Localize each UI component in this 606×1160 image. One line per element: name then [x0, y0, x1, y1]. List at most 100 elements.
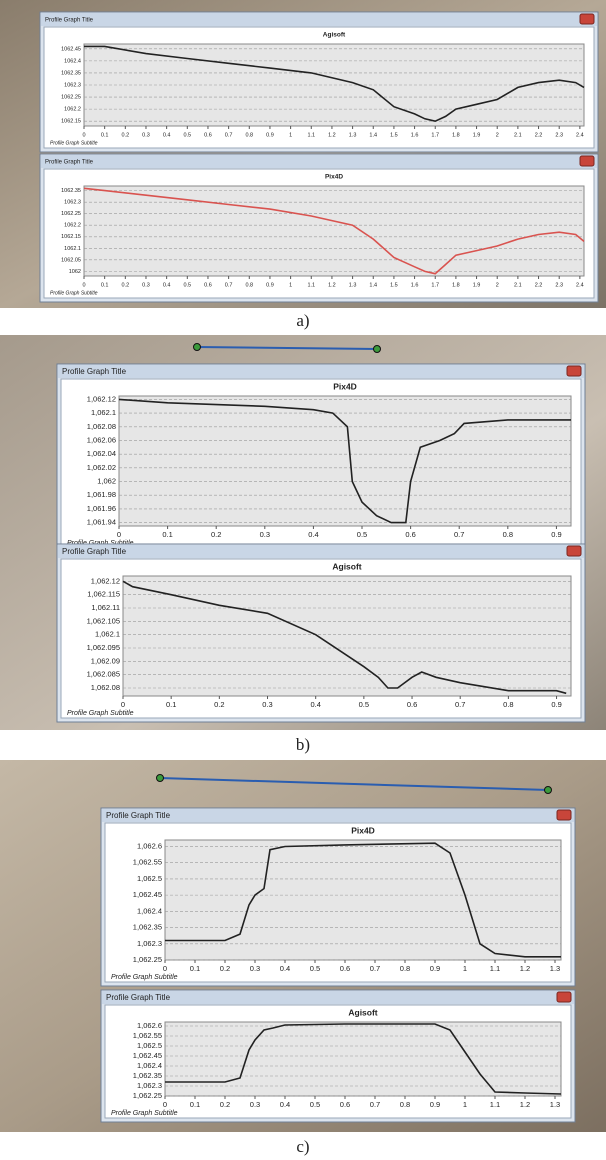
window-title: Profile Graph Title: [62, 367, 127, 376]
x-tick-label: 0.5: [310, 1100, 320, 1109]
close-button[interactable]: [557, 992, 571, 1002]
x-tick-label: 2.2: [535, 282, 543, 288]
y-tick-label: 1,062.105: [87, 616, 120, 625]
y-tick-label: 1062.25: [61, 211, 81, 217]
x-tick-label: 1.3: [550, 964, 560, 973]
x-tick-label: 1.6: [411, 132, 419, 138]
y-tick-label: 1,062.4: [137, 906, 162, 915]
x-tick-label: 0.1: [162, 530, 172, 539]
window-titlebar: [41, 155, 597, 168]
x-tick-label: 2: [496, 132, 499, 138]
x-tick-label: 0.9: [551, 700, 561, 709]
x-tick-label: 1.4: [369, 282, 377, 288]
x-tick-label: 0.6: [204, 282, 212, 288]
x-tick-label: 1.8: [452, 132, 460, 138]
y-tick-label: 1062.35: [61, 70, 81, 76]
x-tick-label: 1.7: [431, 282, 439, 288]
chart-title: Pix4D: [325, 174, 343, 181]
y-tick-label: 1,062.55: [133, 858, 162, 867]
x-tick-label: 1.1: [490, 964, 500, 973]
y-tick-label: 1,062.3: [137, 1081, 162, 1090]
close-button[interactable]: [580, 156, 594, 166]
window-titlebar: [102, 809, 574, 822]
y-tick-label: 1,062.02: [87, 463, 116, 472]
y-tick-label: 1,062.11: [91, 603, 120, 612]
x-tick-label: 0.8: [503, 700, 513, 709]
x-tick-label: 0.4: [308, 530, 318, 539]
window-title: Profile Graph Title: [106, 811, 171, 820]
x-tick-label: 2.3: [555, 282, 563, 288]
x-tick-label: 0.2: [121, 282, 129, 288]
chart-title: Pix4D: [333, 381, 357, 391]
window-titlebar: [41, 13, 597, 26]
x-tick-label: 1.1: [307, 132, 315, 138]
x-tick-label: 0.9: [430, 1100, 440, 1109]
close-button[interactable]: [567, 546, 581, 556]
x-tick-label: 0.1: [166, 700, 176, 709]
y-tick-label: 1,062.5: [137, 1041, 162, 1050]
x-tick-label: 0.4: [280, 964, 290, 973]
y-tick-label: 1,062.04: [87, 449, 116, 458]
y-tick-label: 1,062.115: [87, 590, 120, 599]
x-tick-label: 1: [289, 282, 292, 288]
y-tick-label: 1062.15: [61, 119, 81, 125]
y-tick-label: 1,061.96: [87, 504, 116, 513]
x-tick-label: 0.5: [310, 964, 320, 973]
window-title: Profile Graph Title: [62, 547, 127, 556]
x-tick-label: 1.5: [390, 132, 398, 138]
x-tick-label: 0.6: [340, 964, 350, 973]
close-button[interactable]: [567, 366, 581, 376]
x-tick-label: 0.8: [400, 964, 410, 973]
window-titlebar: [58, 545, 584, 558]
y-tick-label: 1,061.98: [87, 490, 116, 499]
panel-label: a): [296, 311, 309, 330]
y-tick-label: 1062.4: [64, 58, 81, 64]
x-tick-label: 2: [496, 282, 499, 288]
panel-label: c): [296, 1137, 309, 1156]
x-tick-label: 0.3: [262, 700, 272, 709]
x-tick-label: 0.4: [280, 1100, 290, 1109]
x-tick-label: 0.1: [101, 132, 109, 138]
x-tick-label: 0.3: [250, 964, 260, 973]
x-tick-label: 0.2: [211, 530, 221, 539]
window-title: Profile Graph Title: [45, 160, 94, 166]
x-tick-label: 1.2: [520, 1100, 530, 1109]
y-tick-label: 1062.3: [64, 200, 81, 206]
y-tick-label: 1,062.12: [91, 576, 120, 585]
x-tick-label: 1.2: [328, 282, 336, 288]
x-tick-label: 0: [82, 132, 85, 138]
y-tick-label: 1062: [69, 269, 81, 275]
chart-subtitle: Profile Graph Subtitle: [111, 974, 178, 981]
x-tick-label: 1: [289, 132, 292, 138]
x-tick-label: 0.8: [245, 282, 253, 288]
x-tick-label: 2.3: [555, 132, 563, 138]
y-tick-label: 1,062.35: [133, 1071, 162, 1080]
window-titlebar: [58, 365, 584, 378]
y-tick-label: 1,062.55: [133, 1031, 162, 1040]
y-tick-label: 1,062.25: [133, 955, 162, 964]
chart-subtitle: Profile Graph Subtitle: [67, 710, 134, 717]
x-tick-label: 0.1: [101, 282, 109, 288]
y-tick-label: 1,062.1: [95, 630, 120, 639]
window-title: Profile Graph Title: [106, 993, 171, 1002]
x-tick-label: 0.7: [370, 1100, 380, 1109]
x-tick-label: 0.9: [266, 282, 274, 288]
x-tick-label: 1.3: [349, 132, 357, 138]
y-tick-label: 1,062.08: [87, 422, 116, 431]
y-tick-label: 1,062.1: [91, 408, 116, 417]
x-tick-label: 0.3: [250, 1100, 260, 1109]
y-tick-label: 1062.2: [64, 223, 81, 229]
y-tick-label: 1062.25: [61, 95, 81, 101]
x-tick-label: 0.5: [357, 530, 367, 539]
close-button[interactable]: [580, 14, 594, 24]
y-tick-label: 1,062.6: [137, 1021, 162, 1030]
y-tick-label: 1,062.08: [91, 683, 120, 692]
close-button[interactable]: [557, 810, 571, 820]
x-tick-label: 1.7: [431, 132, 439, 138]
plot-area: [123, 576, 571, 696]
x-tick-label: 0.9: [551, 530, 561, 539]
x-tick-label: 0.7: [454, 530, 464, 539]
x-tick-label: 1.2: [520, 964, 530, 973]
x-tick-label: 0: [82, 282, 85, 288]
y-tick-label: 1,062.45: [133, 1051, 162, 1060]
